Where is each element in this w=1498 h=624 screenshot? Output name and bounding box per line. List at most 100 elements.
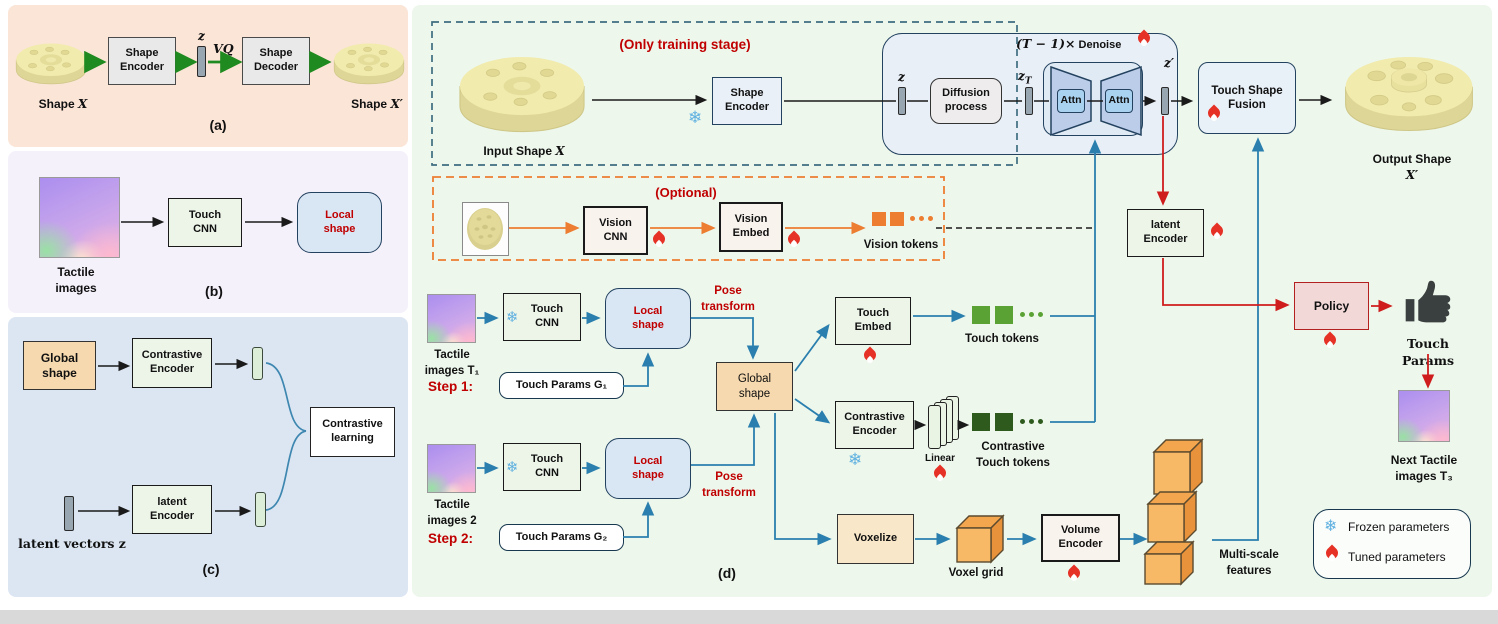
z-label-a: z (198, 29, 205, 43)
global-shape-box-c: Global shape (23, 341, 96, 390)
pose-transform-label-2: Pose transform (702, 471, 756, 499)
local-shape-box-b: Local shape (297, 192, 382, 253)
diffusion-process-box: Diffusion process (930, 78, 1002, 124)
shape-decoder-box-a: Shape Decoder (242, 37, 310, 85)
vq-label: VQ (213, 41, 234, 56)
frozen-icon-touch-cnn-1: ❄ (506, 308, 519, 326)
panel-a-tag: (a) (209, 117, 227, 133)
tuned-icon-vision-cnn (651, 232, 666, 251)
vision-token-1 (872, 212, 886, 226)
legend-box (1313, 509, 1471, 579)
thumbs-up-icon (1405, 280, 1451, 323)
multiscale-cube-3 (1143, 540, 1195, 586)
policy-box: Policy (1294, 282, 1369, 330)
touch-cnn-box-step1: Touch CNN (503, 293, 581, 341)
tuned-icon-volume-encoder (1066, 566, 1081, 585)
touch-token-2 (995, 306, 1013, 324)
touch-params-label: Touch Params (1401, 336, 1455, 368)
output-shape-label: Output Shape X′ (1372, 152, 1452, 183)
multiscale-features-label: Multi-scale features (1219, 549, 1279, 577)
tuned-icon-legend (1324, 546, 1339, 565)
legend-tuned-label: Tuned parameters (1348, 550, 1446, 564)
latent-encoder-box-d: latent Encoder (1127, 209, 1204, 257)
frozen-icon-legend: ❄ (1324, 516, 1338, 535)
tactile-image-b (39, 177, 120, 258)
tuned-icon-touch-embed (862, 348, 877, 367)
vision-photo (462, 202, 509, 256)
vision-photo-disc (467, 208, 503, 250)
panel-d-tag: (d) (718, 565, 736, 581)
tuned-icon-denoise (1136, 31, 1151, 50)
tuned-icon-vision-embed (786, 232, 801, 251)
latent-encoder-box-c: latent Encoder (132, 485, 212, 534)
tactile-images-2-label: Tactile images 2 (427, 499, 477, 527)
next-tactile-image (1398, 390, 1450, 442)
shape-encoder-box-a: Shape Encoder (108, 37, 176, 85)
voxel-grid-label: Voxel grid (948, 567, 1004, 579)
global-shape-box-d: Global shape (716, 362, 793, 411)
local-shape-box-step2: Local shape (605, 438, 691, 499)
z-t-bar (1025, 87, 1033, 115)
contrastive-encoder-box-c: Contrastive Encoder (132, 338, 212, 388)
step2-label: Step 2: (428, 531, 474, 546)
voxel-grid-cube (955, 514, 1005, 564)
shape-encoder-box-d: Shape Encoder (712, 77, 782, 125)
z-prime-bar (1161, 87, 1169, 115)
contrastive-tokens-label: Contrastive Touch tokens (976, 441, 1050, 469)
embedding-bar-bottom-c (255, 492, 266, 527)
contrastive-token-1 (972, 413, 990, 431)
latent-z-bar-a (197, 46, 206, 77)
voxelize-box: Voxelize (837, 514, 914, 564)
touch-embed-box: Touch Embed (835, 297, 911, 345)
z-prime-label: z′ (1164, 56, 1174, 70)
touch-params-g2-box: Touch Params G₂ (499, 524, 624, 551)
contrastive-token-2 (995, 413, 1013, 431)
z-bar-d (898, 87, 906, 115)
linear-label: Linear (924, 453, 956, 464)
touch-token-1 (972, 306, 990, 324)
latent-vector-bar-c (64, 496, 74, 531)
z-t-label: zT (1018, 69, 1032, 87)
volume-encoder-box: Volume Encoder (1041, 514, 1120, 562)
legend-frozen-label: Frozen parameters (1348, 520, 1450, 534)
bottom-strip (0, 610, 1498, 624)
tuned-icon-latent-encoder (1209, 224, 1224, 243)
tactile-images-label-b: Tactile images (55, 265, 97, 296)
frozen-icon-shape-encoder: ❄ (688, 108, 703, 128)
training-stage-label: (Only training stage) (619, 37, 751, 52)
vision-tokens-label: Vision tokens (863, 239, 939, 251)
step1-label: Step 1: (428, 379, 474, 394)
panel-c-tag: (c) (202, 561, 220, 577)
tuned-icon-linear (932, 466, 947, 485)
tuned-icon-policy (1322, 333, 1337, 352)
contrastive-learning-box-c: Contrastive learning (310, 407, 395, 457)
tactile-images-t1-label: Tactile images T₁ (424, 349, 480, 377)
panel-b-tag: (b) (205, 283, 223, 299)
touch-cnn-box-b: Touch CNN (168, 198, 242, 247)
denoise-label: (T − 1)× Denoise (1016, 36, 1122, 51)
vision-cnn-box: Vision CNN (583, 206, 648, 255)
pose-transform-label-1: Pose transform (701, 285, 755, 313)
frozen-icon-touch-cnn-2: ❄ (506, 458, 519, 476)
vision-token-dots (910, 216, 933, 221)
vision-embed-box: Vision Embed (719, 202, 783, 252)
multiscale-cube-1 (1152, 438, 1204, 496)
output-shape-disc (1345, 56, 1473, 131)
frozen-icon-contrastive-encoder: ❄ (848, 450, 863, 470)
contrastive-token-dots (1020, 419, 1043, 424)
optional-label: (Optional) (655, 185, 717, 200)
shape-x-label: Shape X (38, 97, 88, 111)
contrastive-encoder-box-d: Contrastive Encoder (835, 401, 914, 449)
touch-token-dots (1020, 312, 1043, 317)
tactile-image-t1 (427, 294, 476, 343)
linear-plane-1 (928, 405, 941, 449)
input-shape-disc (459, 57, 585, 133)
multiscale-cube-2 (1146, 490, 1198, 544)
shape-x-disc (15, 43, 87, 85)
touch-tokens-label: Touch tokens (965, 333, 1039, 345)
touch-cnn-box-step2: Touch CNN (503, 443, 581, 491)
attn-block-2: Attn (1105, 89, 1133, 113)
touch-params-g1-box: Touch Params G₁ (499, 372, 624, 399)
tactile-image-2 (427, 444, 476, 493)
